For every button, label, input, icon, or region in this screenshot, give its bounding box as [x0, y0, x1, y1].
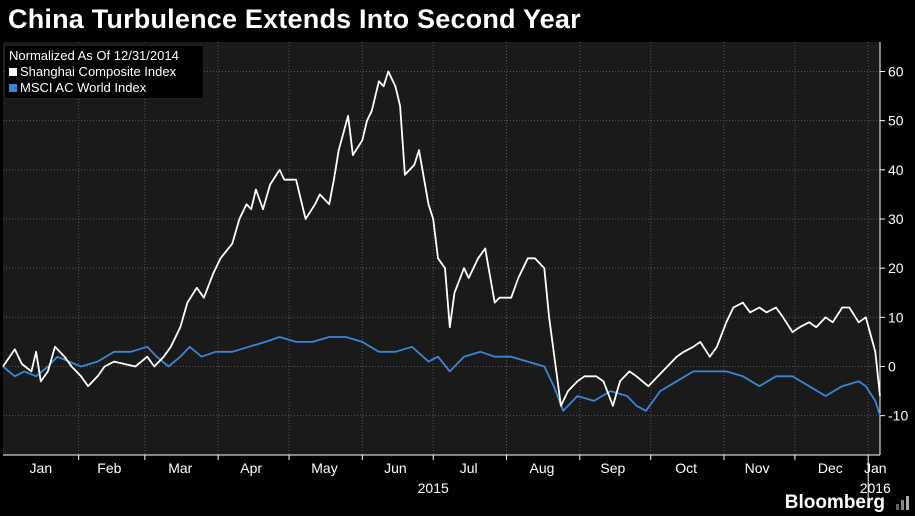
- legend-label-shanghai: Shanghai Composite Index: [20, 64, 177, 79]
- x-tick-label: Apr: [240, 460, 262, 476]
- x-year-label: 2015: [418, 480, 449, 496]
- y-tick-label: 60: [888, 64, 904, 80]
- legend-swatch-msci: [9, 84, 17, 92]
- chart-legend: Normalized As Of 12/31/2014 Shanghai Com…: [4, 45, 204, 99]
- x-tick-label: Nov: [745, 460, 770, 476]
- y-tick-label: 0: [888, 359, 896, 375]
- x-tick-label: Jan: [864, 460, 887, 476]
- x-tick-label: Feb: [97, 460, 121, 476]
- y-tick-label: -10: [888, 408, 908, 424]
- x-tick-label: Sep: [600, 460, 625, 476]
- x-tick-label: Jun: [384, 460, 407, 476]
- y-tick-label: 40: [888, 162, 904, 178]
- x-tick-label: Dec: [818, 460, 843, 476]
- legend-title: Normalized As Of 12/31/2014: [9, 48, 179, 63]
- chart-title: China Turbulence Extends Into Second Yea…: [8, 4, 581, 34]
- x-year-label: 2016: [860, 480, 891, 496]
- legend-swatch-shanghai: [9, 68, 17, 76]
- brand-logo: Bloomberg: [784, 492, 885, 513]
- plot-area: [3, 42, 880, 455]
- x-tick-label: Mar: [168, 460, 192, 476]
- legend-label-msci: MSCI AC World Index: [20, 80, 147, 95]
- x-tick-label: May: [311, 460, 337, 476]
- series-line-msci: [2, 336, 881, 416]
- x-tick-label: Jan: [30, 460, 53, 476]
- series-line-shanghai: [2, 70, 881, 407]
- y-tick-label: 30: [888, 211, 904, 227]
- bloomberg-bars-icon: [896, 496, 909, 510]
- y-tick-label: 50: [888, 113, 904, 129]
- y-tick-label: 10: [888, 309, 904, 325]
- x-tick-label: Oct: [675, 460, 697, 476]
- legend-item-shanghai: Shanghai Composite Index: [9, 64, 199, 80]
- y-tick-label: 20: [888, 260, 904, 276]
- x-tick-label: Jul: [460, 460, 478, 476]
- legend-item-msci: MSCI AC World Index: [9, 80, 199, 96]
- x-tick-label: Aug: [530, 460, 555, 476]
